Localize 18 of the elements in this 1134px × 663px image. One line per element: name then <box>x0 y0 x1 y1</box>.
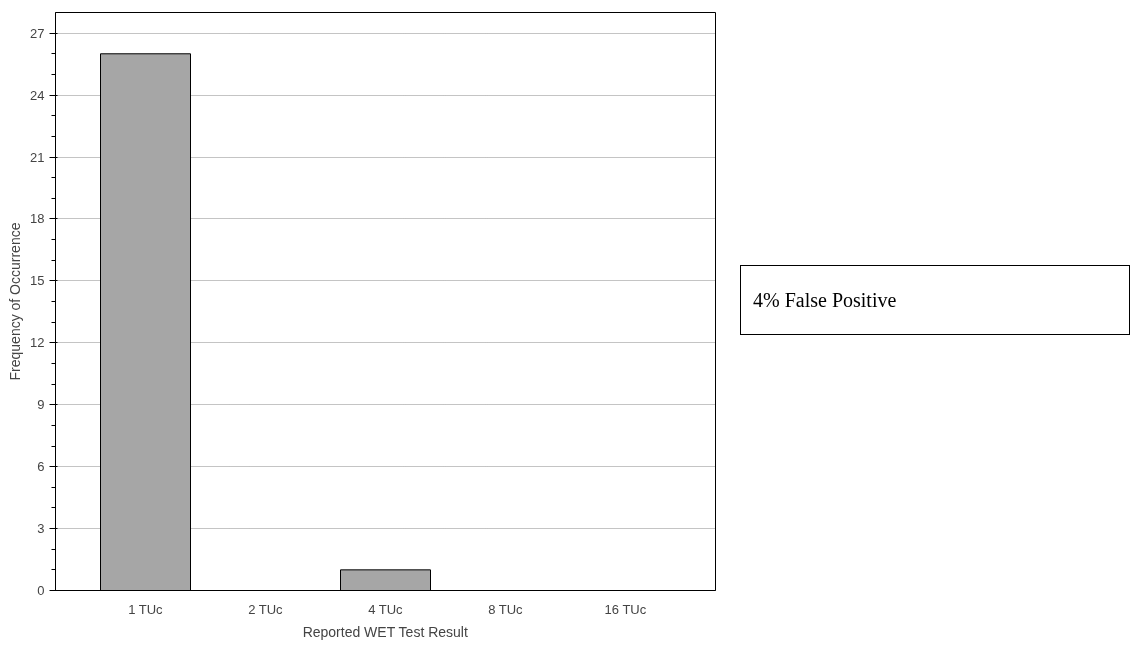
x-tick-label: 4 TUc <box>368 601 404 617</box>
x-tick-label: 2 TUc <box>248 601 284 617</box>
x-tick-label: 1 TUc <box>128 601 164 617</box>
x-axis-title: Reported WET Test Result <box>302 623 468 640</box>
y-tick-label: 24 <box>30 87 45 103</box>
y-axis-title: Frequency of Occurrence <box>7 222 24 381</box>
x-tick-label: 16 TUc <box>604 601 647 617</box>
y-tick-label: 15 <box>30 273 45 289</box>
x-tick-label: 8 TUc <box>488 601 524 617</box>
y-tick-label: 18 <box>30 211 45 227</box>
y-tick-label: 9 <box>37 397 45 413</box>
y-tick-label: 0 <box>37 583 45 598</box>
y-tick-label: 27 <box>30 25 45 41</box>
y-tick-label: 21 <box>30 149 45 165</box>
text: 4% False Positive <box>753 288 897 313</box>
y-tick-label: 6 <box>37 459 45 475</box>
y-tick-label: 3 <box>37 521 45 537</box>
y-tick-label: 12 <box>30 335 45 351</box>
